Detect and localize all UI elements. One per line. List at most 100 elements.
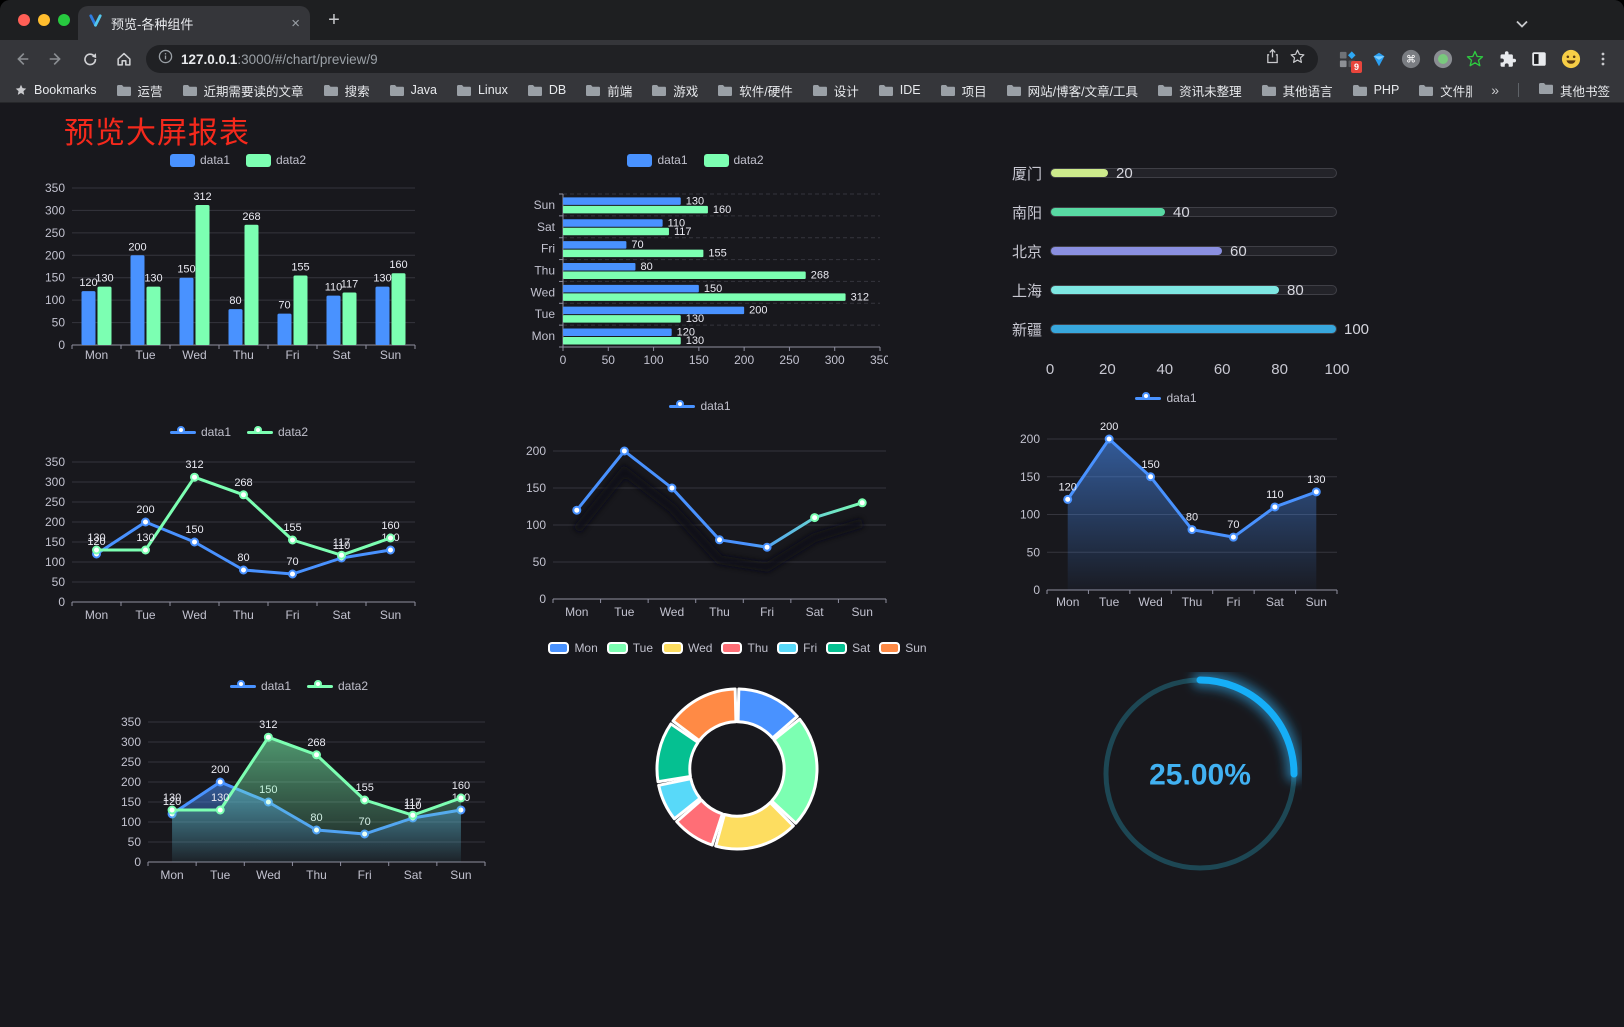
svg-text:Thu: Thu [709,605,730,619]
legend-item[interactable]: data1 [627,153,688,167]
legend-item[interactable]: Sun [879,641,927,655]
legend-line-icon [169,426,196,438]
chart-legend: data1 data2 [100,678,498,694]
url-host: 127.0.0.1 [181,51,238,67]
legend-item[interactable]: Wed [662,641,712,655]
svg-text:Mon: Mon [1056,595,1079,609]
forward-button[interactable] [44,47,68,71]
svg-text:80: 80 [640,261,652,273]
tab-close-icon[interactable]: × [291,14,300,32]
svg-text:150: 150 [45,535,65,549]
svg-text:200: 200 [1100,421,1118,433]
blocks-extension-icon[interactable]: 9 [1336,48,1362,73]
folder-icon [940,84,955,96]
svg-text:130: 130 [163,792,181,804]
green-star-extension-icon[interactable] [1464,48,1486,70]
close-window-button[interactable] [18,14,30,26]
legend-label: data1 [200,425,231,439]
bookmark-folder[interactable]: 网站/博客/文章/工具 [1006,81,1138,100]
svg-text:120: 120 [87,536,105,548]
progress-track: 60 [1050,243,1337,260]
legend-label: data2 [276,153,307,167]
bookmark-folder[interactable]: DB [527,83,566,97]
bookmark-folder-label: 搜索 [344,84,370,99]
legend-item[interactable]: data2 [307,679,368,693]
legend-item[interactable]: Thu [721,641,768,655]
legend-item[interactable]: Tue [606,641,653,655]
zoom-window-button[interactable] [58,14,70,26]
svg-text:Wed: Wed [182,348,206,362]
bookmark-folder-label: 前端 [607,84,633,99]
bookmark-folder[interactable]: 运营 [116,81,163,100]
bookmark-folder[interactable]: 文件服务器 [1418,81,1472,100]
bookmark-folder[interactable]: 资讯未整理 [1157,81,1242,100]
bookmark-folder[interactable]: IDE [878,83,921,97]
legend-swatch-icon [777,642,799,654]
bookmarks-overflow-button[interactable]: » [1491,82,1499,98]
record-extension-icon[interactable] [1432,48,1454,70]
svg-text:70: 70 [278,300,290,312]
address-bar[interactable]: 127.0.0.1:3000/#/chart/preview/9 [146,45,1318,73]
svg-text:50: 50 [52,316,66,330]
gauge-value-label: 25.00% [1149,759,1251,792]
bookmark-folder[interactable]: PHP [1352,83,1399,97]
chart-legend: data1 [508,398,892,414]
bookmark-folder[interactable]: Java [389,83,437,97]
bookmarks-manager-item[interactable]: Bookmarks [14,83,97,97]
legend-item[interactable]: data2 [246,153,306,167]
bookmark-folder[interactable]: Linux [456,83,508,97]
legend-item[interactable]: data1 [229,679,291,693]
folder-icon [652,84,667,96]
back-button[interactable] [10,47,34,71]
other-bookmarks-folder[interactable]: 其他书签 [1538,81,1610,100]
legend-item[interactable]: data1 [669,399,731,413]
bookmark-folder[interactable]: 软件/硬件 [717,81,793,100]
gem-extension-icon[interactable] [1368,48,1390,70]
legend-item[interactable]: data2 [247,425,308,439]
bookmark-folder[interactable]: 前端 [585,81,632,100]
browser-menu-icon[interactable] [1592,48,1614,70]
bookmark-folder[interactable]: 其他语言 [1261,81,1333,100]
double-area-chart: data1 data2 0 50 100 150 200 250 300 350 Mon Tue We… [100,678,498,901]
browser-tab[interactable]: 预览-各种组件 × [78,6,310,40]
share-icon[interactable] [1264,48,1281,70]
legend-item[interactable]: Mon [548,641,598,655]
chevron-down-icon[interactable] [1516,15,1528,33]
bookmark-star-icon[interactable] [1289,48,1306,70]
bookmark-folder[interactable]: 搜索 [323,81,370,100]
extension-badge: 9 [1350,61,1362,73]
svg-text:150: 150 [121,795,141,809]
svg-text:Tue: Tue [135,348,156,362]
minimize-window-button[interactable] [38,14,50,26]
svg-text:300: 300 [825,353,845,367]
svg-text:⌘: ⌘ [1406,55,1416,66]
bookmark-folder[interactable]: 项目 [940,81,987,100]
home-button[interactable] [112,47,136,71]
legend-item[interactable]: Fri [777,641,817,655]
svg-text:117: 117 [404,797,422,809]
command-extension-icon[interactable]: ⌘ [1400,48,1422,70]
new-tab-button[interactable]: + [328,9,340,31]
bookmark-folder[interactable]: 设计 [812,81,859,100]
folder-icon [718,84,733,96]
legend-item[interactable]: data1 [169,153,230,167]
legend-item[interactable]: data1 [1135,391,1197,405]
legend-item[interactable]: Sat [826,641,870,655]
bookmarks-manager-label: Bookmarks [34,83,97,97]
emoji-extension-icon[interactable] [1560,48,1582,70]
legend-item[interactable]: data2 [703,153,764,167]
legend-label: Thu [747,641,769,655]
svg-text:200: 200 [734,353,754,367]
svg-text:70: 70 [1227,519,1239,531]
extensions-puzzle-icon[interactable] [1496,48,1518,70]
extensions-row: 9 ⌘ [1336,48,1614,73]
site-info-icon[interactable] [158,49,173,69]
reload-button[interactable] [78,47,102,71]
legend-item[interactable]: data1 [169,425,231,439]
svg-text:110: 110 [333,540,351,552]
svg-text:Sun: Sun [852,605,873,619]
bookmark-folder[interactable]: 近期需要读的文章 [182,81,304,100]
split-screen-extension-icon[interactable] [1528,48,1550,70]
bookmark-folder[interactable]: 游戏 [651,81,698,100]
svg-text:0: 0 [539,592,546,606]
